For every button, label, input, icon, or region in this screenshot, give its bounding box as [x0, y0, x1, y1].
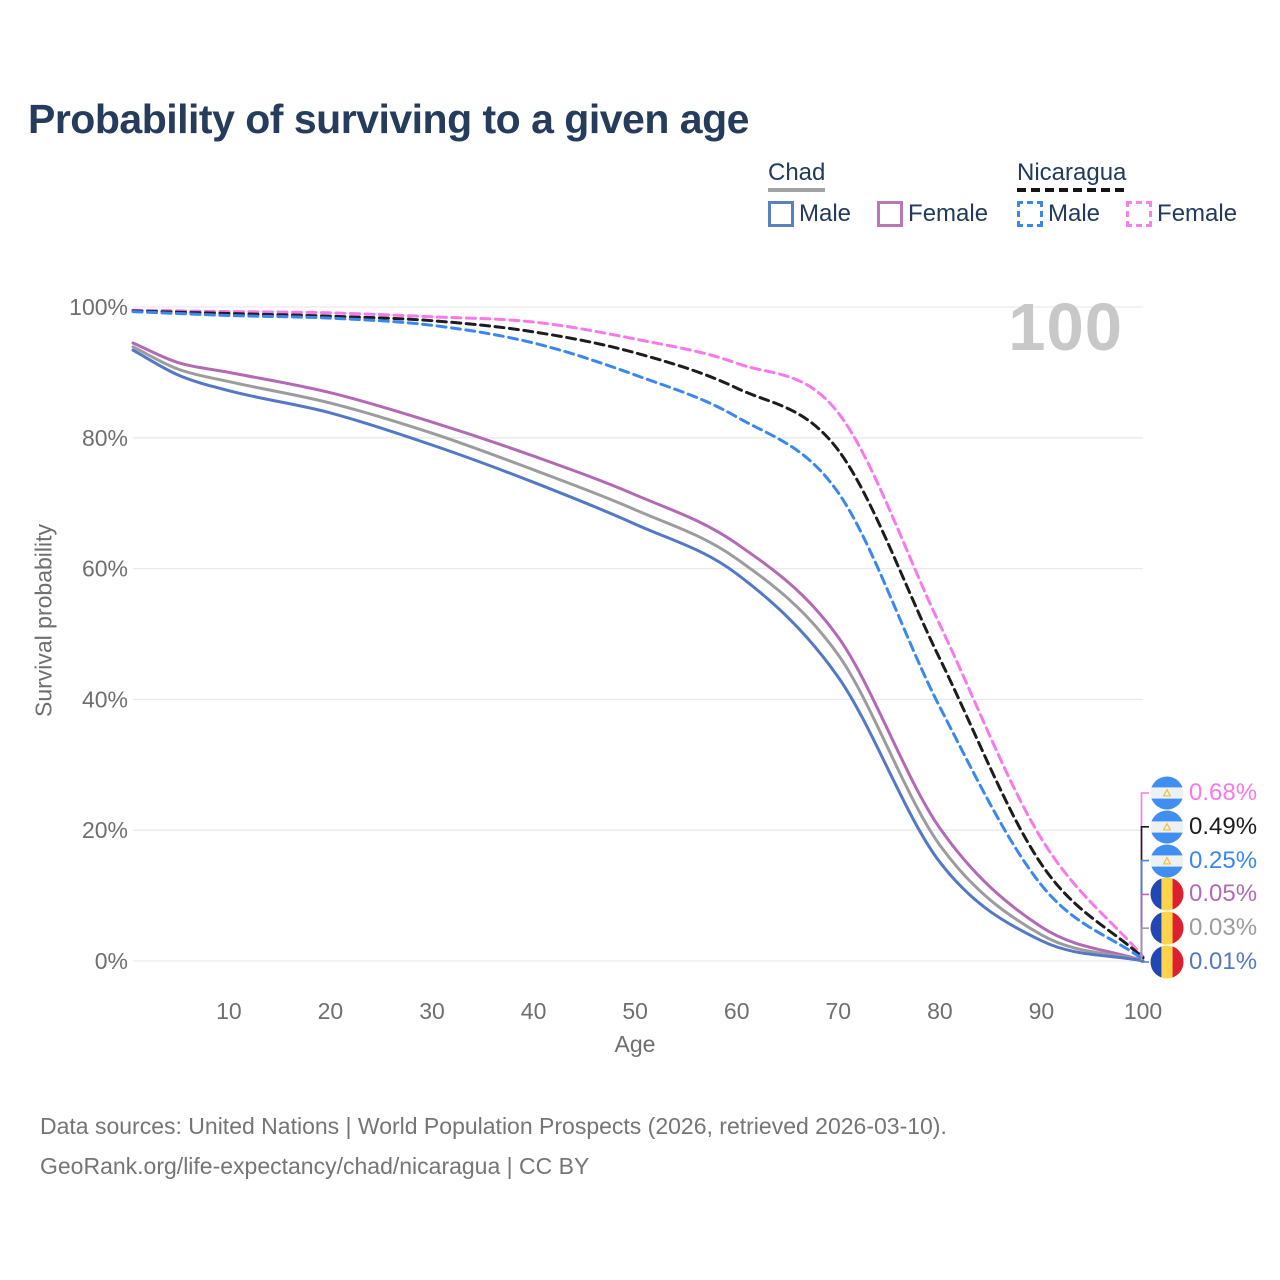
series-line-nicaragua-female: [131, 308, 1145, 959]
legend-country-chad: Chad: [768, 159, 826, 192]
end-leader-nicaragua-both-sexes: [1140, 826, 1149, 959]
end-label-nicaragua-both-sexes: 0.49%: [1150, 810, 1257, 844]
x-tick-label: 60: [724, 998, 750, 1024]
y-tick-label: 40%: [82, 686, 128, 712]
legend-label-nicaragua-male: Male: [1048, 200, 1101, 227]
footer: Data sources: United Nations | World Pop…: [40, 1106, 947, 1186]
end-leader-nicaragua-female: [1140, 792, 1149, 958]
legend-group-chad: Chad Male Female: [768, 160, 988, 228]
legend-swatch-chad-male[interactable]: [768, 201, 794, 227]
nicaragua-flag-icon: [1150, 810, 1184, 844]
legend-underline-nicaragua: [1017, 188, 1127, 192]
x-tick-label: 70: [825, 998, 851, 1024]
y-tick-label: 20%: [82, 817, 128, 843]
x-tick-label: 30: [419, 998, 445, 1024]
series-line-nicaragua-both-sexes: [131, 309, 1145, 960]
x-tick-label: 40: [521, 998, 547, 1024]
chad-flag-icon: [1150, 945, 1184, 979]
end-label-chad-male: 0.01%: [1150, 945, 1257, 979]
end-value-chad-female: 0.05%: [1189, 880, 1258, 908]
legend-label-chad-female: Female: [908, 200, 989, 227]
x-tick-label: 80: [927, 998, 953, 1024]
end-leader-chad-male: [1140, 960, 1149, 963]
x-tick-label: 50: [622, 998, 648, 1024]
end-label-nicaragua-male: 0.25%: [1150, 844, 1257, 878]
legend-item-nicaragua-male[interactable]: Male: [1017, 200, 1100, 228]
legend-underline-chad: [768, 188, 826, 192]
legend-country-nicaragua-label: Nicaragua: [1017, 159, 1127, 186]
end-leader-nicaragua-male: [1140, 859, 1149, 961]
end-label-chad-both-sexes: 0.03%: [1150, 911, 1257, 945]
y-tick-label: 100%: [69, 294, 128, 320]
legend-item-chad-female[interactable]: Female: [877, 200, 988, 228]
end-value-chad-both-sexes: 0.03%: [1189, 914, 1258, 942]
chad-flag-icon: [1150, 911, 1184, 945]
end-value-nicaragua-female: 0.68%: [1189, 779, 1258, 806]
end-value-nicaragua-both-sexes: 0.49%: [1189, 812, 1258, 840]
y-tick-label: 0%: [95, 948, 128, 974]
series-line-chad-both-sexes: [131, 345, 1145, 963]
series-line-chad-female: [131, 341, 1145, 963]
end-value-nicaragua-male: 0.25%: [1189, 846, 1258, 874]
end-label-nicaragua-female: 0.68%: [1150, 776, 1257, 810]
x-tick-label: 10: [216, 998, 242, 1024]
y-tick-label: 60%: [82, 556, 128, 582]
end-value-chad-male: 0.01%: [1189, 948, 1258, 975]
footer-sources: Data sources: United Nations | World Pop…: [40, 1113, 947, 1139]
series-line-chad-male: [131, 348, 1145, 963]
legend-swatch-nicaragua-male[interactable]: [1017, 201, 1043, 227]
y-tick-label: 80%: [82, 425, 128, 451]
footer-link: GeoRank.org/life-expectancy/chad/nicarag…: [40, 1153, 590, 1179]
nicaragua-flag-icon: [1150, 844, 1184, 878]
chad-flag-icon: [1150, 877, 1184, 911]
watermark-age: 100: [1008, 290, 1123, 365]
legend-item-chad-male[interactable]: Male: [768, 200, 851, 228]
legend-swatch-chad-female[interactable]: [877, 201, 904, 227]
end-label-chad-female: 0.05%: [1150, 877, 1257, 911]
legend-item-nicaragua-female[interactable]: Female: [1126, 200, 1237, 228]
legend-country-chad-label: Chad: [768, 159, 826, 186]
x-tick-label: 100: [1124, 998, 1162, 1024]
chart-title: Probability of surviving to a given age: [28, 96, 749, 142]
x-tick-label: 90: [1029, 998, 1055, 1024]
legend-group-nicaragua: Nicaragua Male Female: [1017, 160, 1237, 228]
nicaragua-flag-icon: [1150, 776, 1184, 810]
legend-label-nicaragua-female: Female: [1157, 200, 1238, 227]
legend-country-nicaragua: Nicaragua: [1017, 159, 1127, 192]
legend-swatch-nicaragua-female[interactable]: [1126, 201, 1153, 227]
x-axis-title: Age: [614, 1031, 656, 1057]
series-line-nicaragua-male: [131, 310, 1145, 961]
legend-label-chad-male: Male: [799, 200, 852, 227]
x-tick-label: 20: [318, 998, 344, 1024]
